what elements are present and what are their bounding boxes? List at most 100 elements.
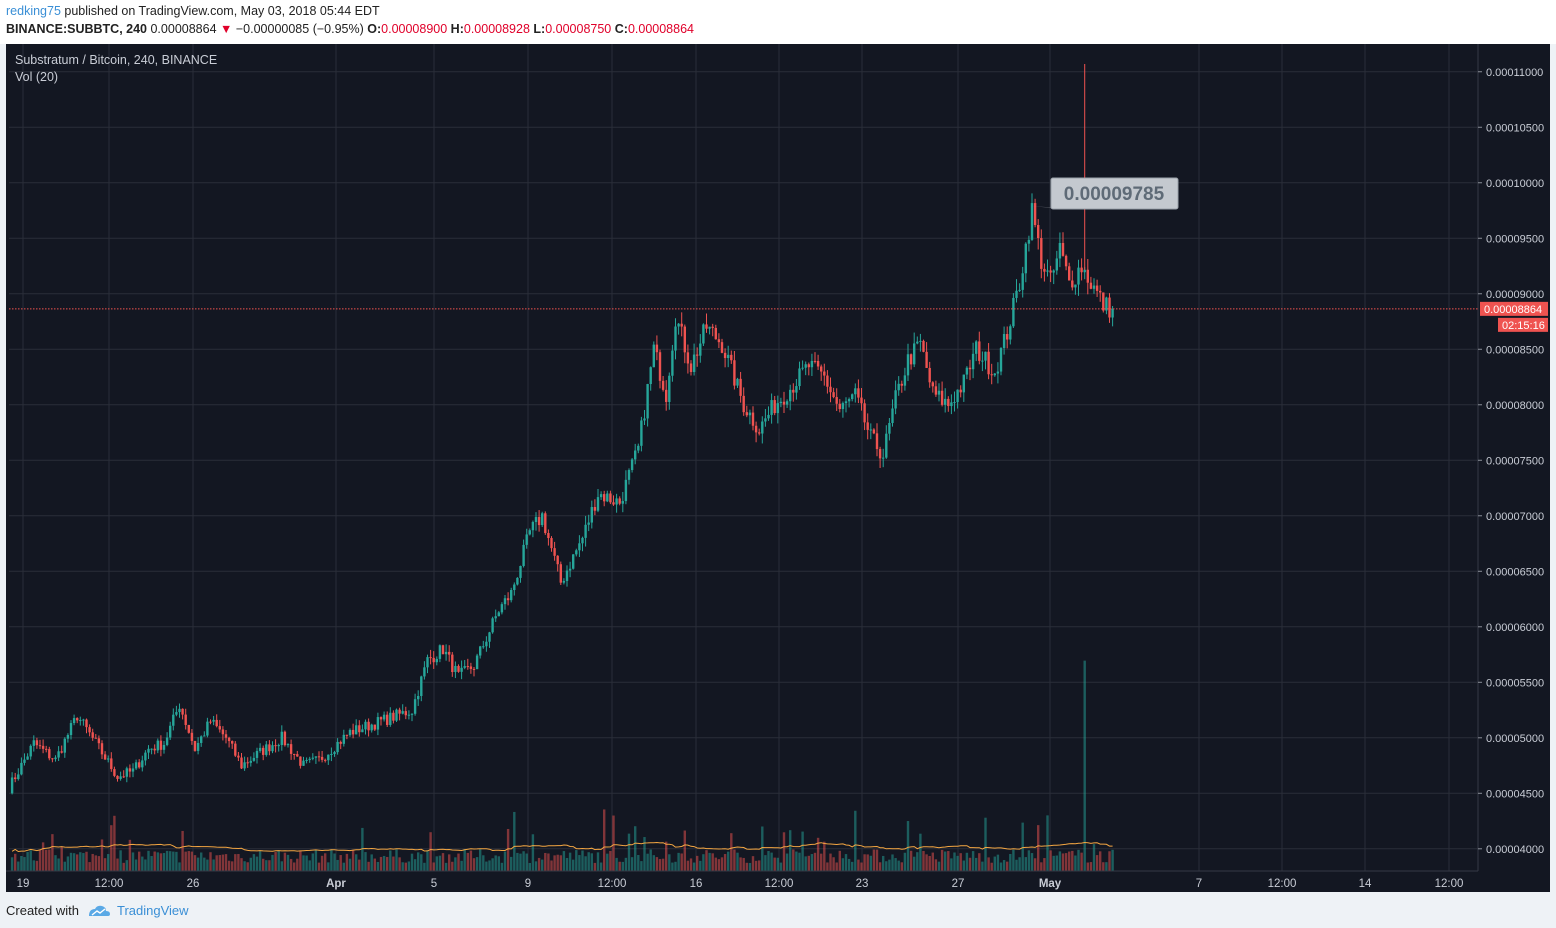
candle-body [1080,267,1083,273]
volume-bar [1111,849,1114,871]
volume-bar [866,854,869,871]
candle [113,766,116,778]
candle-body [593,507,597,511]
candle [971,342,975,379]
volume-bar [770,852,773,871]
candle-body [234,743,237,756]
candle [193,740,197,752]
time-tick-label: 12:00 [1268,878,1297,890]
candle-body [584,524,587,538]
volume-bar [147,850,150,871]
candle-body [888,423,891,434]
author-link[interactable]: redking75 [6,4,61,18]
candle-body [57,751,60,758]
candle-body [448,651,451,655]
volume-bar [860,862,863,871]
candle [1006,326,1009,349]
volume-bar [159,853,163,871]
candle [723,348,727,368]
candle [767,406,770,421]
candle [999,347,1003,376]
candle [779,397,783,408]
candle-body [172,714,175,726]
candle [60,745,63,754]
volume-bar [1037,825,1040,871]
candle-body [488,632,491,642]
candle [1024,242,1027,283]
candle [547,529,550,546]
candle-body [1033,203,1037,226]
candle [683,324,686,364]
volume-bar [79,852,82,871]
candle [981,351,984,372]
ohlc-info: BINANCE:SUBBTC, 240 0.00008864 ▼ −0.0000… [6,22,694,36]
chart-area[interactable]: 0.00011000 0.00010500 0.00010000 0.00009500… [6,44,1550,892]
candle-body [479,646,482,656]
volume-bar [702,854,705,871]
volume-bar [606,853,609,871]
volume-bar [460,860,463,871]
candle-body [1021,273,1024,290]
callout-box [1050,177,1179,210]
candle-body [271,745,274,752]
candle-body [590,507,593,523]
candle [339,740,342,750]
candle-body [435,658,438,663]
volume-bar [878,862,882,871]
candle [513,582,516,596]
candle-body [1058,242,1062,259]
volume-bar [54,855,57,871]
volume-bar [758,860,761,871]
price-chart[interactable]: 0.00011000 0.00010500 0.00010000 0.00009500… [6,44,1550,892]
volume-bar [736,852,739,871]
volume-bar [637,854,640,871]
candle [404,706,407,720]
volume-bar [553,855,556,871]
volume-bar [1033,858,1037,871]
tradingview-link[interactable]: TradingView [116,903,189,918]
candle [243,756,246,771]
candle-body [240,757,243,769]
candle-body [748,412,752,416]
candle [138,759,141,769]
volume-bar [953,852,956,871]
candle [832,387,835,399]
candle [444,644,448,661]
candle [17,768,20,781]
volume-bar [342,862,345,871]
volume-bar [466,852,469,871]
volume-bar [57,858,60,871]
candle-body [423,667,426,677]
candle [262,745,265,761]
candle [410,713,414,722]
candle [196,737,200,755]
volume-bar [35,860,39,871]
candle-body [128,768,132,772]
candle-body [119,776,122,779]
candle-body [534,517,538,523]
candle [57,746,60,762]
candle [751,406,755,431]
candle-body [125,768,128,777]
volume-bar [838,850,841,871]
candle-body [277,745,280,747]
candle [382,711,386,722]
candle [451,652,454,677]
candle [91,728,94,741]
volume-bar [705,850,708,871]
candle [398,707,401,721]
candle-body [376,717,380,730]
open-value: 0.00008900 [381,22,448,36]
volume-bar [181,830,184,871]
candle [522,539,525,568]
candle-body [227,737,231,742]
candle-body [671,350,674,376]
candle-body [432,657,435,663]
volume-bar [293,862,296,871]
volume-bar [91,853,94,871]
candle-body [965,367,969,375]
candle [172,708,175,731]
candle-body [689,363,693,372]
candle [807,362,810,376]
candle-body [178,708,181,713]
